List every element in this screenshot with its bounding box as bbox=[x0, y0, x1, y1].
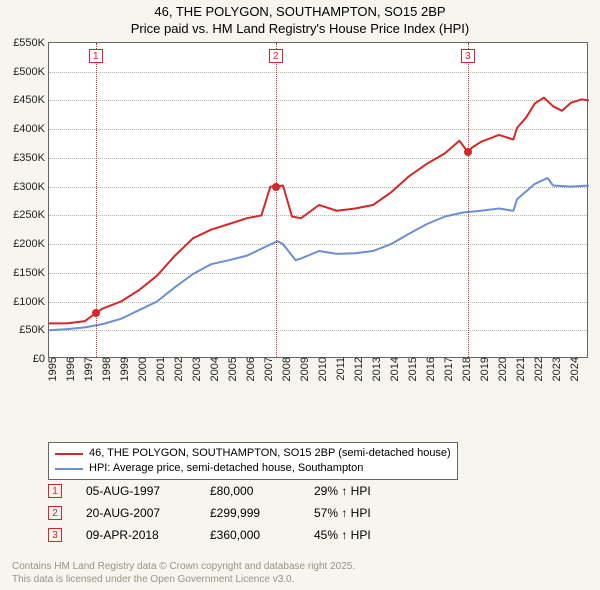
x-tick-label: 2004 bbox=[207, 357, 221, 381]
x-tick-label: 2023 bbox=[549, 357, 563, 381]
event-diff: 57% ↑ HPI bbox=[314, 506, 371, 520]
x-tick-label: 2014 bbox=[387, 357, 401, 381]
y-tick-label: £50K bbox=[19, 324, 49, 336]
y-tick-label: £400K bbox=[13, 123, 49, 135]
x-tick-label: 2021 bbox=[513, 357, 527, 381]
x-tick-label: 2006 bbox=[243, 357, 257, 381]
x-tick-label: 2010 bbox=[315, 357, 329, 381]
event-row: 1 05-AUG-1997 £80,000 29% ↑ HPI bbox=[48, 484, 371, 498]
legend-swatch bbox=[55, 468, 83, 470]
y-tick-label: £550K bbox=[13, 37, 49, 49]
footer-line-1: Contains HM Land Registry data © Crown c… bbox=[12, 560, 355, 573]
event-diff: 45% ↑ HPI bbox=[314, 528, 371, 542]
event-date: 20-AUG-2007 bbox=[86, 506, 186, 520]
event-diff: 29% ↑ HPI bbox=[314, 484, 371, 498]
legend-row: HPI: Average price, semi-detached house,… bbox=[55, 461, 451, 476]
y-tick-label: £200K bbox=[13, 238, 49, 250]
x-tick-label: 2005 bbox=[225, 357, 239, 381]
x-tick-label: 2003 bbox=[189, 357, 203, 381]
x-tick-label: 2008 bbox=[279, 357, 293, 381]
event-dot bbox=[464, 148, 472, 156]
event-vline bbox=[276, 43, 277, 357]
chart-title: 46, THE POLYGON, SOUTHAMPTON, SO15 2BP P… bbox=[0, 0, 600, 38]
x-tick-label: 2018 bbox=[459, 357, 473, 381]
x-tick-label: 2016 bbox=[423, 357, 437, 381]
x-tick-label: 2000 bbox=[135, 357, 149, 381]
x-tick-label: 2007 bbox=[261, 357, 275, 381]
x-tick-label: 1997 bbox=[81, 357, 95, 381]
y-tick-label: £500K bbox=[13, 66, 49, 78]
legend-label: HPI: Average price, semi-detached house,… bbox=[89, 461, 363, 476]
x-tick-label: 1996 bbox=[63, 357, 77, 381]
legend-row: 46, THE POLYGON, SOUTHAMPTON, SO15 2BP (… bbox=[55, 446, 451, 461]
event-row-marker: 3 bbox=[48, 528, 62, 542]
legend-swatch bbox=[55, 453, 83, 455]
plot-area: £0£50K£100K£150K£200K£250K£300K£350K£400… bbox=[48, 42, 588, 358]
event-row-marker: 2 bbox=[48, 506, 62, 520]
y-tick-label: £350K bbox=[13, 152, 49, 164]
legend: 46, THE POLYGON, SOUTHAMPTON, SO15 2BP (… bbox=[48, 442, 458, 480]
event-date: 05-AUG-1997 bbox=[86, 484, 186, 498]
x-tick-label: 2013 bbox=[369, 357, 383, 381]
x-tick-label: 2017 bbox=[441, 357, 455, 381]
y-tick-label: £450K bbox=[13, 94, 49, 106]
y-tick-label: £150K bbox=[13, 267, 49, 279]
x-tick-label: 2009 bbox=[297, 357, 311, 381]
footer-line-2: This data is licensed under the Open Gov… bbox=[12, 573, 355, 586]
event-price: £360,000 bbox=[210, 528, 290, 542]
event-table: 1 05-AUG-1997 £80,000 29% ↑ HPI 2 20-AUG-2007… bbox=[48, 484, 371, 550]
x-tick-label: 2019 bbox=[477, 357, 491, 381]
y-tick-label: £100K bbox=[13, 296, 49, 308]
event-marker: 3 bbox=[461, 49, 475, 63]
title-line-2: Price paid vs. HM Land Registry's House … bbox=[0, 21, 600, 38]
y-tick-label: £300K bbox=[13, 181, 49, 193]
series-hpi bbox=[49, 178, 589, 330]
footer-attribution: Contains HM Land Registry data © Crown c… bbox=[12, 560, 355, 586]
event-dot bbox=[92, 309, 100, 317]
x-tick-label: 2022 bbox=[531, 357, 545, 381]
x-tick-label: 1999 bbox=[117, 357, 131, 381]
event-marker: 1 bbox=[89, 49, 103, 63]
x-tick-label: 2015 bbox=[405, 357, 419, 381]
x-tick-label: 1995 bbox=[45, 357, 59, 381]
event-date: 09-APR-2018 bbox=[86, 528, 186, 542]
y-tick-label: £250K bbox=[13, 209, 49, 221]
event-marker: 2 bbox=[269, 49, 283, 63]
x-tick-label: 2024 bbox=[567, 357, 581, 381]
event-row: 2 20-AUG-2007 £299,999 57% ↑ HPI bbox=[48, 506, 371, 520]
series-svg bbox=[49, 43, 589, 359]
event-row: 3 09-APR-2018 £360,000 45% ↑ HPI bbox=[48, 528, 371, 542]
x-tick-label: 2002 bbox=[171, 357, 185, 381]
x-tick-label: 1998 bbox=[99, 357, 113, 381]
event-price: £80,000 bbox=[210, 484, 290, 498]
event-dot bbox=[272, 183, 280, 191]
event-row-marker: 1 bbox=[48, 484, 62, 498]
x-tick-label: 2001 bbox=[153, 357, 167, 381]
x-tick-label: 2020 bbox=[495, 357, 509, 381]
x-tick-label: 2012 bbox=[351, 357, 365, 381]
legend-label: 46, THE POLYGON, SOUTHAMPTON, SO15 2BP (… bbox=[89, 446, 451, 461]
event-price: £299,999 bbox=[210, 506, 290, 520]
event-vline bbox=[468, 43, 469, 357]
x-tick-label: 2011 bbox=[333, 357, 347, 381]
title-line-1: 46, THE POLYGON, SOUTHAMPTON, SO15 2BP bbox=[0, 4, 600, 21]
